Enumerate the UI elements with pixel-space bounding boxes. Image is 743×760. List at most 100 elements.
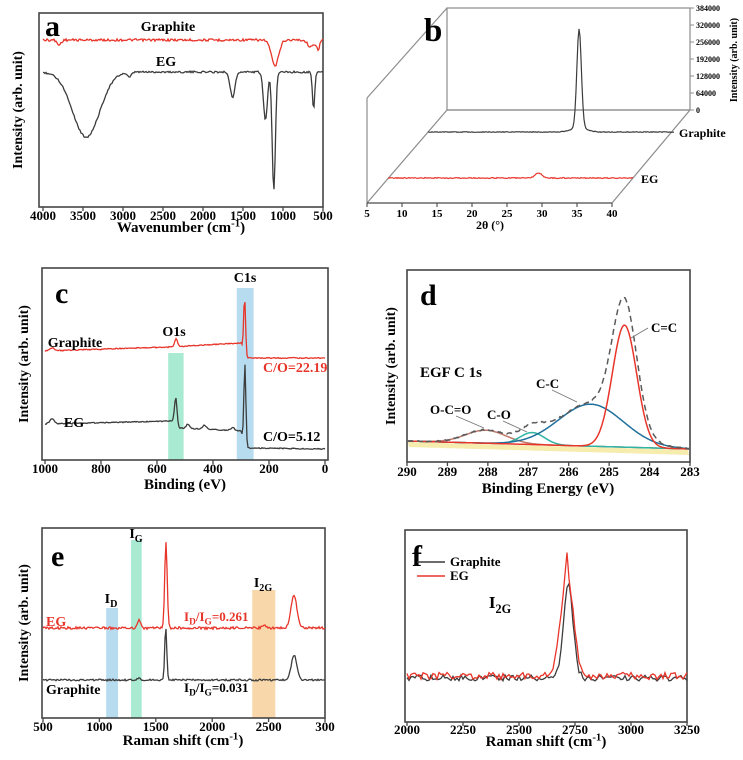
panel-e: 500 1000 1500 2000 2500 300 Raman shift (cm-1)… [17, 527, 335, 749]
panel-d-xtick-label: 287 [519, 464, 539, 479]
panel-d-xtick-label: 290 [397, 464, 417, 479]
panel-c-xtick-label: 800 [91, 461, 111, 476]
panel-d-label-0: EGF C 1s [420, 365, 482, 381]
panel-c-xtick-label: 400 [203, 461, 223, 476]
panel-c-annotation-0: C/O=22.19 [263, 361, 327, 376]
panel-b-ztick-label: 256000 [696, 38, 720, 47]
panel-d-xtick-label: 285 [599, 464, 619, 479]
panel-f-legend-label-eg: EG [450, 568, 469, 583]
panel-e-xtick-label: 2000 [199, 719, 225, 734]
panel-e-band-label: ID [105, 592, 118, 610]
panel-e-annotation-1: ID/IG=0.031 [184, 680, 248, 699]
panel-e-band-1 [130, 540, 142, 718]
panel-d-label-4: O-C=O [430, 402, 471, 417]
panel-c: 1000 800 600 400 200 0 Binding (eV) Intensity (… [17, 267, 329, 493]
panel-b-graphite-curve [427, 28, 674, 133]
panel-c-xtick-label: 600 [147, 461, 167, 476]
panel-a-xtick-label: 3500 [70, 208, 96, 223]
panel-c-band-label: O1s [162, 325, 186, 340]
panel-c-band-0 [168, 353, 184, 460]
panel-b-zlabel: Intensity (arb. unit) [729, 18, 740, 102]
panel-b-xtick-label: 15 [432, 208, 444, 220]
panel-c-annotation-1: C/O=5.12 [263, 430, 320, 445]
panel-f-xtick-label: 3000 [618, 722, 644, 737]
panel-b-xtick-label: 30 [537, 208, 549, 220]
panel-a-xtick-label: 4000 [30, 208, 56, 223]
panel-e-xtick-label: 2500 [256, 719, 282, 734]
panel-e-letter: e [51, 540, 64, 573]
panel-f-eg-curve [406, 552, 688, 682]
panel-d-leader-line [455, 415, 485, 429]
panel-e-xtick-label: 1500 [143, 719, 169, 734]
panel-d-leader-line [551, 389, 578, 403]
panel-d-label-1: C=C [651, 320, 677, 335]
panel-d-xtick-label: 289 [438, 464, 458, 479]
panel-d: 290 289 288 287 286 285 284 283 Binding Energy (… [384, 269, 700, 497]
panel-d-leader-line [630, 327, 649, 339]
panel-e-xtick-label: 500 [33, 719, 53, 734]
panel-e-xlabel: Raman shift (cm-1) [123, 730, 244, 749]
panel-e-xtick-label: 300 [315, 719, 335, 734]
panel-b-frame-edge [611, 109, 691, 204]
panel-e-series-label-eg: EG [46, 615, 66, 630]
panel-a-graphite-curve [42, 37, 324, 67]
panel-d-frame [406, 269, 691, 463]
panel-b-xtick-label: 40 [607, 208, 619, 220]
panel-f-xtick-label: 2250 [450, 722, 476, 737]
panel-d-letter: d [420, 279, 437, 312]
panel-a-series-label-eg: EG [156, 55, 176, 70]
panel-f-legend-label-graphite: Graphite [450, 554, 501, 569]
panel-c-xtick-label: 1000 [32, 461, 58, 476]
panel-b-xtick-label: 10 [397, 208, 409, 220]
panel-a: 4000 3500 3000 2500 2000 1500 1000 500 Wavenumbe… [11, 10, 333, 236]
panel-d-label-3: C-O [487, 407, 511, 422]
panel-e-band-label: I2G [254, 576, 273, 594]
panel-a-frame [38, 12, 324, 208]
panel-f-region-label: I2G [489, 593, 512, 616]
panel-b-xlabel: 2θ (°) [476, 218, 504, 232]
panel-b-frame-edge [366, 109, 448, 204]
panel-b-xtick-label: 25 [502, 208, 514, 220]
panel-e-band-0 [106, 608, 119, 718]
panel-b-back-wall [446, 7, 691, 111]
panel-a-letter: a [45, 10, 60, 43]
panel-a-ylabel: Intensity (arb. unit) [11, 51, 26, 169]
panel-c-series-label-graphite: Graphite [48, 336, 102, 351]
panel-c-band-label: C1s [234, 271, 257, 286]
panel-c-eg-curve [44, 364, 326, 451]
panel-f-xtick-label: 3250 [674, 722, 700, 737]
panel-a-xlabel: Wavenumber (cm-1) [117, 217, 245, 236]
panel-b-ztick-label: 0 [696, 106, 700, 115]
panel-d-xtick-label: 283 [680, 464, 700, 479]
panel-f-xtick-label: 2750 [562, 722, 588, 737]
panel-b-ztick-label: 128000 [696, 72, 720, 81]
panel-f: 2000 2250 2500 2750 3000 3250 Raman shift (cm-… [394, 529, 700, 750]
panel-b-xtick-label: 35 [572, 208, 584, 220]
panel-d-xlabel: Binding Energy (eV) [482, 481, 615, 497]
panel-b-ztick-label: 320000 [696, 21, 720, 30]
panel-c-graphite-curve [44, 302, 326, 360]
panel-d-xtick-label: 288 [478, 464, 498, 479]
panel-e-band-2 [252, 590, 276, 718]
panel-b-xtick-label: 5 [364, 208, 370, 220]
panel-d-baseline-area [408, 442, 689, 455]
panel-b-frame-edge [366, 7, 448, 99]
panel-f-graphite-curve [406, 581, 688, 683]
panel-e-frame [41, 527, 326, 719]
panel-a-series-label-graphite: Graphite [141, 20, 195, 35]
panel-c-letter: c [55, 277, 68, 310]
panel-a-xtick-label: 500 [313, 208, 333, 223]
panel-c-xlabel: Binding (eV) [144, 477, 226, 493]
panel-f-frame [404, 529, 688, 723]
panel-f-xtick-label: 2000 [394, 722, 420, 737]
panel-d-xtick-label: 286 [559, 464, 579, 479]
panel-d-envelope-curve [407, 296, 690, 450]
panel-b-series-label-eg: EG [641, 172, 658, 186]
panel-e-eg-curve [42, 542, 326, 631]
panel-f-xtick-label: 2500 [506, 722, 532, 737]
panel-e-ylabel: Intensity (arb. unit) [17, 564, 32, 682]
panel-b-xtick-label: 20 [467, 208, 479, 220]
panel-a-xtick-label: 1000 [270, 208, 296, 223]
